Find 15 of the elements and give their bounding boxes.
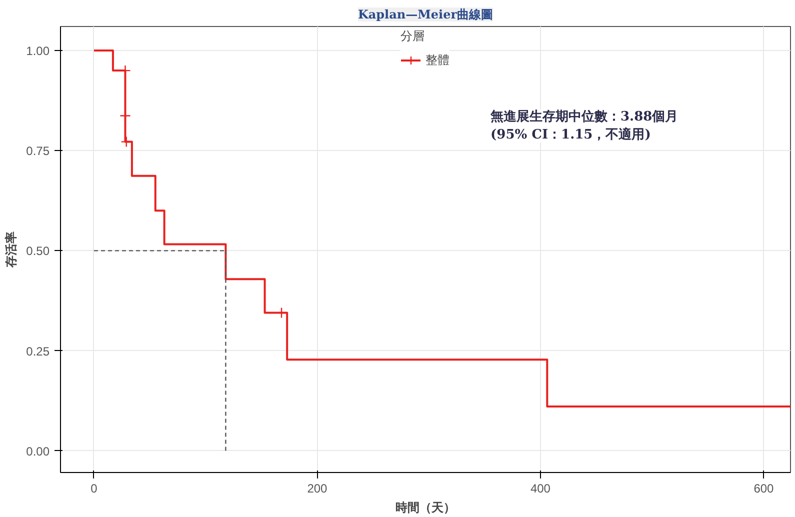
y-tick-label: 0.00 (26, 444, 50, 458)
y-axis-title: 存活率 (4, 232, 18, 268)
y-tick-label: 0.25 (26, 344, 50, 358)
y-tick-label: 0.50 (26, 244, 50, 258)
x-tick-label: 600 (754, 482, 774, 496)
x-tick-label: 0 (90, 482, 98, 496)
y-tick-label: 1.00 (26, 44, 50, 58)
annotation: 無進展生存期中位數：3.88個月 (95% CI：1.15，不適用) (490, 110, 678, 142)
y-tick-label: 0.75 (26, 144, 50, 158)
legend-label: 整體 (426, 52, 450, 68)
legend-title: 分層 (400, 28, 426, 45)
x-tick-label: 200 (307, 482, 328, 496)
x-tick-label: 400 (530, 482, 551, 496)
x-axis-title: 時間（天） (396, 500, 456, 514)
chart-title: Kaplan—Meier曲線圖 (358, 8, 494, 22)
